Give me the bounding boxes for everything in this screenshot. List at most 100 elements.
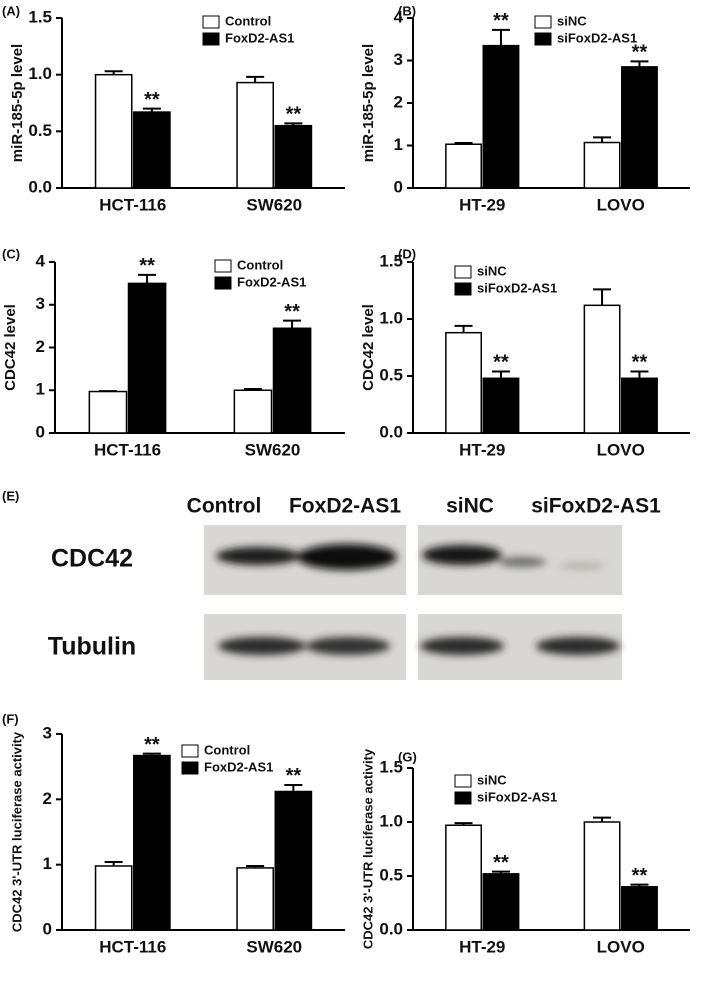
- y-tick-label: 2: [36, 337, 45, 356]
- band: [422, 545, 502, 565]
- legend-swatch: [454, 265, 472, 279]
- y-axis-label: CDC42 3'-UTR luciferase activity: [360, 748, 375, 949]
- y-tick-label: 0.5: [379, 865, 403, 884]
- panel-label: (C): [2, 246, 20, 261]
- y-axis-label: miR-185-5p level: [9, 44, 26, 162]
- y-tick-label: 0.0: [28, 177, 52, 196]
- bar: [88, 390, 128, 434]
- significance-label: **: [632, 42, 648, 64]
- legend-swatch: [214, 276, 232, 290]
- legend-label: FoxD2-AS1: [204, 759, 273, 774]
- band: [560, 563, 604, 569]
- significance-label: **: [139, 255, 155, 277]
- x-tick-label: HT-29: [459, 440, 505, 459]
- legend-label: Control: [237, 257, 283, 272]
- y-tick-label: 0.5: [379, 365, 403, 384]
- y-tick-label: 2: [43, 789, 52, 808]
- panel-label: (B): [398, 3, 416, 18]
- row-label: CDC42: [51, 545, 133, 573]
- panel-label: (D): [398, 246, 416, 261]
- bar: [133, 754, 171, 931]
- significance-label: **: [144, 734, 160, 756]
- lane-label: siFoxD2-AS1: [531, 495, 661, 518]
- bar: [445, 824, 483, 931]
- lane-label: Control: [187, 495, 262, 518]
- bar: [621, 66, 658, 189]
- y-tick-label: 4: [36, 251, 46, 270]
- bar: [583, 821, 621, 931]
- y-tick-label: 3: [36, 294, 45, 313]
- y-tick-label: 0: [43, 919, 52, 938]
- band: [536, 637, 620, 655]
- legend-swatch: [534, 32, 552, 46]
- y-tick-label: 0.0: [379, 919, 403, 938]
- legend-label: siFoxD2-AS1: [557, 30, 637, 45]
- x-tick-label: HCT-116: [99, 937, 166, 956]
- x-tick-label: SW620: [245, 440, 301, 459]
- x-tick-label: HCT-116: [94, 440, 161, 459]
- y-tick-label: 0: [36, 422, 45, 441]
- panel-label: (A): [2, 3, 20, 18]
- bar: [274, 790, 313, 931]
- significance-label: **: [493, 10, 509, 32]
- panel-label: (E): [2, 488, 19, 503]
- y-tick-label: 0.0: [379, 422, 403, 441]
- y-tick-label: 1.5: [379, 757, 403, 776]
- y-tick-label: 0.5: [28, 121, 52, 140]
- y-axis-label: CDC42 3'-UTR luciferase activity: [9, 731, 24, 932]
- x-tick-label: LOVO: [597, 195, 645, 214]
- x-tick-label: LOVO: [597, 440, 645, 459]
- y-tick-label: 1.0: [379, 811, 403, 830]
- y-axis-label: miR-185-5p level: [360, 44, 377, 162]
- bar-chart: (C) CDC42 level 0 1 2 3 4 HCT-116 ** SW620 ** Contr…: [2, 246, 345, 459]
- y-tick-label: 3: [394, 50, 403, 69]
- legend-swatch: [454, 774, 472, 788]
- bar: [445, 331, 483, 434]
- bar: [482, 377, 520, 434]
- bar: [127, 282, 167, 434]
- bar: [272, 327, 312, 434]
- legend-label: siFoxD2-AS1: [477, 280, 557, 295]
- y-tick-label: 1: [43, 854, 52, 873]
- band: [297, 544, 397, 570]
- significance-label: **: [284, 301, 300, 323]
- band: [306, 637, 390, 655]
- bar: [482, 873, 520, 931]
- x-tick-label: SW620: [246, 195, 302, 214]
- x-tick-label: SW620: [246, 937, 302, 956]
- blot-panel: (E) Control FoxD2-AS1 siNC siFoxD2-AS1 C…: [2, 488, 661, 680]
- y-tick-label: 2: [394, 92, 403, 111]
- bar: [94, 865, 133, 931]
- panel-label: (F): [2, 711, 19, 726]
- lane-label: siNC: [446, 495, 494, 518]
- bar: [621, 377, 658, 434]
- bar: [133, 111, 171, 189]
- y-tick-label: 3: [43, 723, 52, 742]
- significance-label: **: [493, 352, 509, 374]
- legend-label: FoxD2-AS1: [237, 274, 306, 289]
- significance-label: **: [493, 852, 509, 874]
- legend-label: Control: [225, 13, 271, 28]
- bar: [233, 389, 273, 434]
- legend-swatch: [181, 761, 199, 775]
- bar: [583, 141, 621, 189]
- legend-label: siNC: [557, 13, 587, 28]
- significance-label: **: [286, 765, 302, 787]
- legend-swatch: [202, 32, 220, 46]
- significance-label: **: [286, 104, 302, 126]
- bar-chart: (D) CDC42 level 0.0 0.5 1.0 1.5 HT-29 ** LOVO ** s…: [360, 246, 690, 459]
- bar: [274, 124, 313, 189]
- bar: [236, 867, 274, 931]
- legend-swatch: [454, 282, 472, 296]
- y-tick-label: 1: [394, 135, 403, 154]
- x-tick-label: HCT-116: [99, 195, 166, 214]
- bar: [236, 81, 274, 189]
- row-label: Tubulin: [48, 633, 136, 661]
- y-tick-label: 0: [394, 177, 403, 196]
- bar-chart: (B) miR-185-5p level 0 1 2 3 4 HT-29 ** LOVO ** siN…: [360, 3, 690, 214]
- band: [498, 557, 546, 567]
- legend-label: Control: [204, 742, 250, 757]
- legend-label: siNC: [477, 263, 507, 278]
- y-axis-label: CDC42 level: [2, 304, 19, 391]
